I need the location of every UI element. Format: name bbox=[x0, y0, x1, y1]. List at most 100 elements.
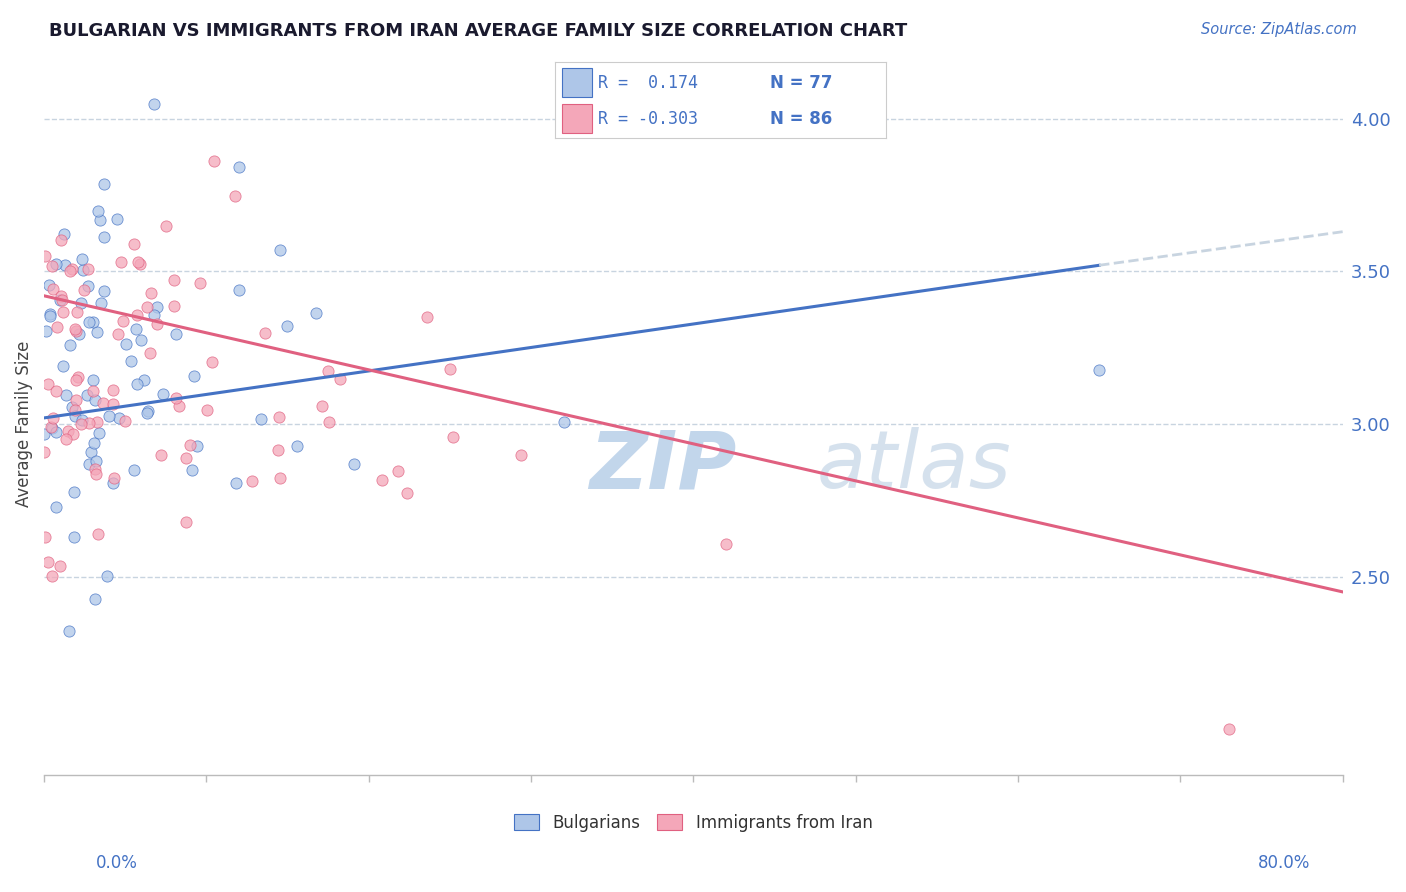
Point bbox=[122, 463, 145, 477]
Point bbox=[174, 450, 197, 465]
Point bbox=[105, 211, 128, 226]
Text: 80.0%: 80.0% bbox=[1258, 855, 1310, 872]
Text: R =  0.174: R = 0.174 bbox=[599, 73, 699, 92]
Point bbox=[311, 399, 333, 413]
Point bbox=[56, 424, 79, 438]
Point bbox=[39, 419, 62, 434]
Point bbox=[183, 368, 205, 383]
Point bbox=[41, 259, 63, 273]
Point bbox=[267, 442, 290, 457]
Point bbox=[225, 475, 247, 490]
Point bbox=[318, 415, 340, 429]
Point bbox=[101, 383, 124, 397]
Point bbox=[329, 371, 352, 385]
Point bbox=[63, 322, 86, 336]
Text: N = 77: N = 77 bbox=[770, 73, 832, 92]
Point bbox=[162, 272, 184, 286]
Bar bbox=[562, 68, 592, 96]
Point bbox=[87, 526, 110, 541]
Point bbox=[509, 448, 531, 462]
Point bbox=[76, 279, 98, 293]
Point bbox=[70, 417, 93, 431]
Point bbox=[70, 252, 93, 266]
Point bbox=[201, 355, 224, 369]
Point bbox=[134, 373, 156, 387]
Point bbox=[41, 410, 63, 425]
Point bbox=[82, 315, 104, 329]
Point bbox=[37, 376, 59, 391]
Point bbox=[269, 410, 291, 425]
Point bbox=[110, 255, 132, 269]
Point bbox=[49, 288, 72, 302]
Point bbox=[371, 474, 394, 488]
Point bbox=[65, 392, 87, 407]
Point bbox=[285, 439, 308, 453]
Point bbox=[127, 376, 149, 391]
Text: BULGARIAN VS IMMIGRANTS FROM IRAN AVERAGE FAMILY SIZE CORRELATION CHART: BULGARIAN VS IMMIGRANTS FROM IRAN AVERAG… bbox=[49, 22, 907, 40]
Point bbox=[45, 500, 67, 514]
Point bbox=[38, 278, 60, 293]
Point bbox=[202, 154, 225, 169]
Point bbox=[65, 325, 87, 339]
Bar bbox=[562, 104, 592, 133]
Point bbox=[49, 558, 72, 573]
Point bbox=[37, 555, 59, 569]
Point bbox=[44, 425, 66, 440]
Point bbox=[114, 336, 136, 351]
Point bbox=[1088, 363, 1111, 377]
Point bbox=[77, 457, 100, 471]
Point bbox=[59, 338, 82, 352]
Point bbox=[395, 486, 418, 500]
Point bbox=[49, 233, 72, 247]
Point bbox=[82, 373, 104, 387]
Point bbox=[65, 373, 87, 387]
Point bbox=[70, 296, 93, 310]
Point bbox=[52, 227, 75, 242]
Point bbox=[114, 413, 136, 427]
Point bbox=[84, 591, 107, 606]
Point bbox=[77, 416, 100, 430]
Point bbox=[58, 624, 80, 638]
Text: N = 86: N = 86 bbox=[770, 110, 832, 128]
Point bbox=[86, 325, 108, 339]
Point bbox=[145, 300, 167, 314]
Point bbox=[224, 189, 246, 203]
Point bbox=[53, 258, 76, 272]
Point bbox=[165, 391, 187, 405]
Point bbox=[124, 237, 146, 252]
Text: Source: ZipAtlas.com: Source: ZipAtlas.com bbox=[1201, 22, 1357, 37]
Point bbox=[125, 322, 148, 336]
Point bbox=[35, 324, 58, 338]
Point bbox=[45, 384, 67, 398]
Point bbox=[96, 568, 118, 582]
Point bbox=[62, 426, 84, 441]
Point bbox=[316, 364, 339, 378]
Point bbox=[138, 404, 160, 418]
Point bbox=[39, 307, 62, 321]
Point bbox=[60, 262, 83, 277]
Point bbox=[34, 530, 56, 544]
Point bbox=[42, 282, 65, 296]
Point bbox=[250, 412, 273, 426]
Point bbox=[45, 257, 67, 271]
Point bbox=[139, 286, 162, 301]
Point bbox=[82, 384, 104, 399]
Text: 0.0%: 0.0% bbox=[96, 855, 138, 872]
Point bbox=[66, 305, 89, 319]
Point bbox=[52, 305, 75, 319]
Point bbox=[70, 413, 93, 427]
Point bbox=[143, 96, 166, 111]
Point bbox=[69, 326, 91, 341]
Point bbox=[228, 283, 250, 297]
Point bbox=[77, 315, 100, 329]
Point bbox=[66, 369, 89, 384]
Point bbox=[111, 314, 134, 328]
Point bbox=[76, 261, 98, 276]
Point bbox=[387, 465, 409, 479]
Point bbox=[93, 230, 115, 244]
Point bbox=[188, 276, 211, 290]
Point bbox=[63, 530, 86, 544]
Point bbox=[146, 317, 169, 331]
Point bbox=[91, 396, 114, 410]
Point bbox=[343, 457, 366, 471]
